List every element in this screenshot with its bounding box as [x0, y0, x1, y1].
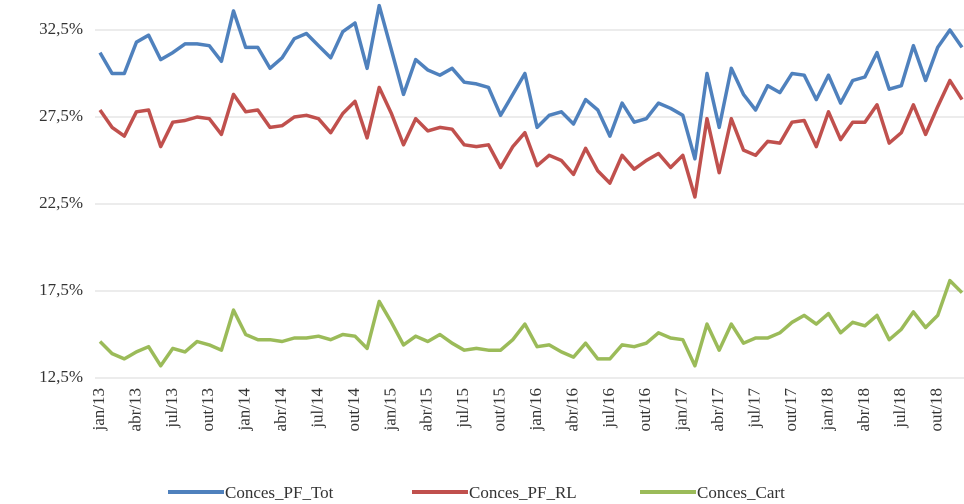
x-tick-label: jul/17 — [745, 388, 764, 429]
series-line — [98, 3, 964, 161]
x-tick-label: out/13 — [198, 388, 217, 431]
legend-label: Conces_Cart — [697, 483, 785, 502]
x-tick-label: out/14 — [344, 388, 363, 432]
y-tick-label: 22,5% — [39, 193, 83, 212]
x-tick-label: abr/17 — [708, 388, 727, 432]
x-tick-label: jan/18 — [817, 388, 836, 432]
x-tick-label: jan/16 — [526, 388, 545, 432]
y-tick-label: 27,5% — [39, 106, 83, 125]
x-tick-label: jul/14 — [307, 388, 326, 429]
x-tick-label: jul/13 — [162, 388, 181, 429]
x-tick-label: jan/17 — [672, 388, 691, 432]
x-tick-label: jan/15 — [380, 388, 399, 432]
x-tick-label: abr/14 — [271, 388, 290, 432]
x-tick-label: abr/13 — [125, 388, 144, 431]
legend-label: Conces_PF_RL — [469, 483, 577, 502]
x-tick-label: jul/15 — [453, 388, 472, 429]
legend-label: Conces_PF_Tot — [225, 483, 334, 502]
y-tick-label: 12,5% — [39, 367, 83, 386]
x-tick-label: out/17 — [781, 388, 800, 432]
y-tick-label: 17,5% — [39, 280, 83, 299]
x-tick-label: jul/18 — [890, 388, 909, 429]
series-line — [98, 78, 964, 199]
x-tick-label: abr/16 — [562, 388, 581, 431]
x-tick-label: out/15 — [490, 388, 509, 431]
x-tick-label: jan/14 — [235, 388, 254, 432]
x-tick-label: jan/13 — [89, 388, 108, 432]
x-tick-label: abr/15 — [417, 388, 436, 431]
x-tick-label: jul/16 — [599, 388, 618, 429]
x-tick-label: out/18 — [927, 388, 946, 431]
y-tick-label: 32,5% — [39, 19, 83, 38]
x-tick-label: out/16 — [635, 388, 654, 431]
x-tick-label: abr/18 — [854, 388, 873, 431]
series-line — [98, 278, 964, 368]
